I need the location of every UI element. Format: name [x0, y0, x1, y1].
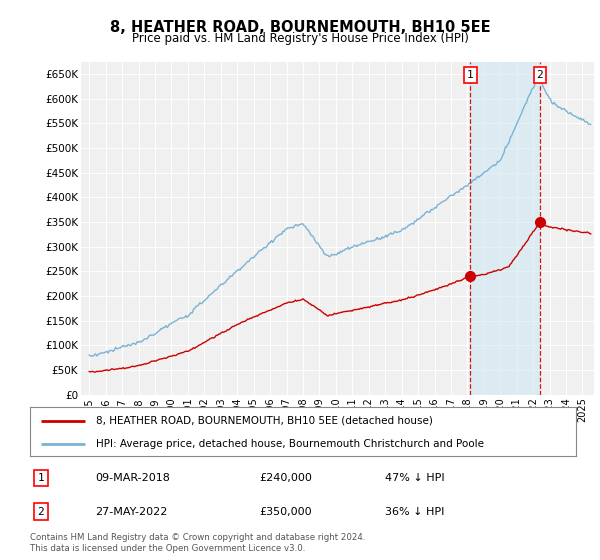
Text: £240,000: £240,000: [259, 473, 312, 483]
Text: 2: 2: [536, 70, 543, 80]
Text: 8, HEATHER ROAD, BOURNEMOUTH, BH10 5EE: 8, HEATHER ROAD, BOURNEMOUTH, BH10 5EE: [110, 20, 490, 35]
Text: 1: 1: [38, 473, 44, 483]
Text: 09-MAR-2018: 09-MAR-2018: [95, 473, 170, 483]
Text: HPI: Average price, detached house, Bournemouth Christchurch and Poole: HPI: Average price, detached house, Bour…: [95, 439, 484, 449]
Text: 36% ↓ HPI: 36% ↓ HPI: [385, 507, 444, 517]
Text: 47% ↓ HPI: 47% ↓ HPI: [385, 473, 445, 483]
Text: Price paid vs. HM Land Registry's House Price Index (HPI): Price paid vs. HM Land Registry's House …: [131, 32, 469, 45]
Text: 2: 2: [38, 507, 44, 517]
Text: 8, HEATHER ROAD, BOURNEMOUTH, BH10 5EE (detached house): 8, HEATHER ROAD, BOURNEMOUTH, BH10 5EE (…: [95, 416, 433, 426]
Text: £350,000: £350,000: [259, 507, 312, 517]
Text: Contains HM Land Registry data © Crown copyright and database right 2024.
This d: Contains HM Land Registry data © Crown c…: [30, 533, 365, 553]
Bar: [470, 62, 540, 395]
Text: 27-MAY-2022: 27-MAY-2022: [95, 507, 168, 517]
Text: 1: 1: [467, 70, 474, 80]
